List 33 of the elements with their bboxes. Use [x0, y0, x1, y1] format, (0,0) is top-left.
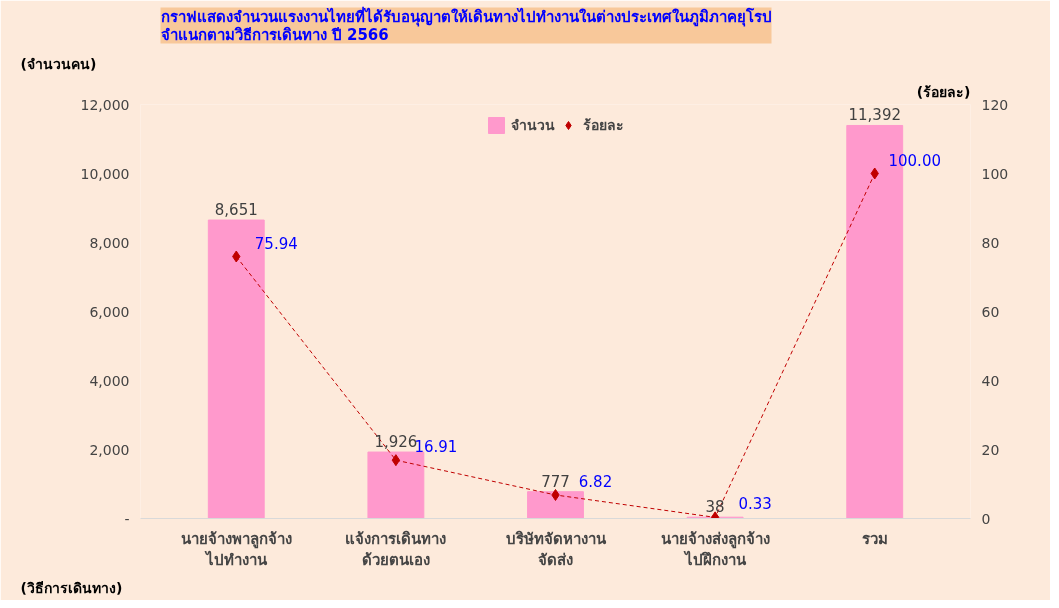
y2-tick-label: 120	[981, 96, 1009, 113]
y-axis-title: (จำนวนคน)	[20, 55, 97, 72]
y-tick-label: -	[124, 510, 130, 527]
y2-tick-label: 100	[981, 165, 1009, 182]
x-tick-label: รวม	[861, 529, 888, 548]
y2-tick-label: 0	[981, 510, 991, 527]
y2-tick-label: 80	[981, 234, 1000, 251]
y-tick-label: 4,000	[89, 372, 130, 389]
y2-tick-label: 40	[981, 372, 1000, 389]
chart-title: กราฟแสดงจำนวนแรงงานไทยที่ได้รับอนุญาตให้เดินทางไปทำงานในต่างประเทศในภูมิภาคยุโรป จำแนกตามวิธีการเดินทาง ปี 2566	[160, 5, 772, 44]
x-tick-label: นายจ้างส่งลูกจ้าง ไปฝึกงาน	[660, 529, 770, 570]
legend-label: จำนวน	[511, 116, 555, 135]
legend-label: ร้อยละ	[583, 116, 624, 135]
y2-axis-title: (ร้อยละ)	[916, 83, 971, 100]
data-label: 75.94	[254, 234, 298, 253]
x-tick-label: นายจ้างพาลูกจ้าง ไปทำงาน	[180, 529, 292, 570]
data-label: 0.33	[738, 495, 772, 514]
y-tick-label: 8,000	[89, 234, 130, 251]
y-tick-label: 6,000	[89, 303, 130, 320]
x-axis-title: (วิธีการเดินทาง)	[20, 579, 123, 596]
data-label: 8,651	[214, 201, 258, 220]
x-tick-label: บริษัทจัดหางาน จัดส่ง	[505, 529, 607, 570]
y-tick-label: 2,000	[89, 441, 130, 458]
y-tick-label: 12,000	[80, 96, 130, 113]
data-label: 11,392	[848, 106, 901, 125]
y-tick-label: 10,000	[80, 165, 130, 182]
x-tick-label: แจ้งการเดินทาง ด้วยตนเอง	[345, 529, 447, 570]
data-label: 38	[705, 498, 725, 517]
data-label: 100.00	[888, 151, 941, 170]
y2-tick-label: 20	[981, 441, 1000, 458]
data-label: 6.82	[578, 472, 613, 491]
y2-tick-label: 60	[981, 303, 1000, 320]
data-label: 777	[541, 472, 570, 491]
